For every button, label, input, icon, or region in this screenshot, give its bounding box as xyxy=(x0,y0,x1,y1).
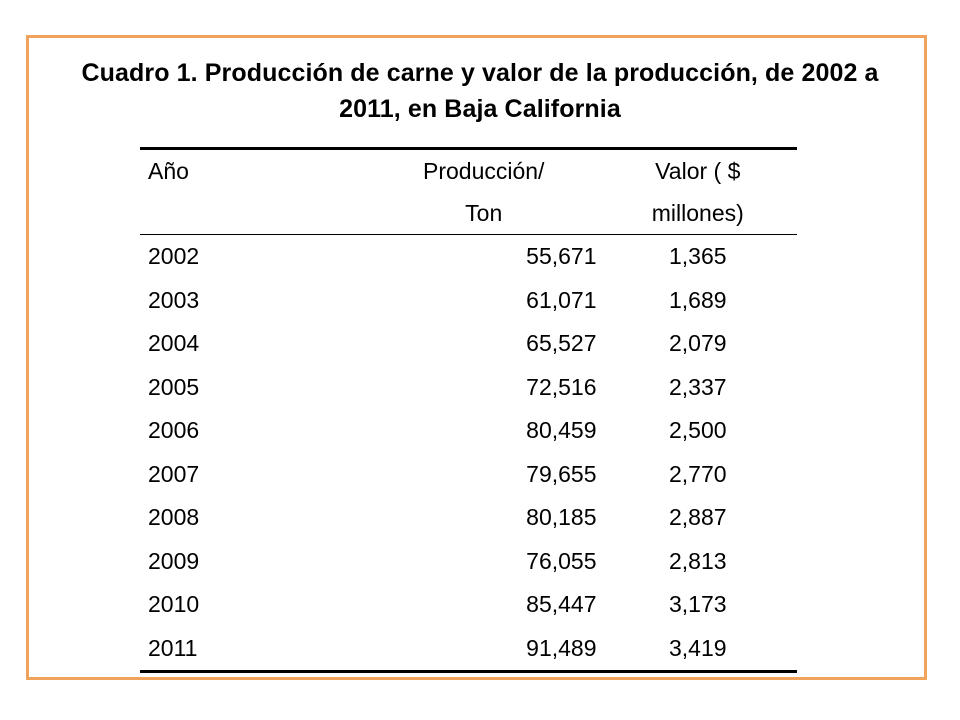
cell-production: 79,655 xyxy=(526,460,597,487)
cell-value: 1,689 xyxy=(668,286,727,313)
cell-production: 65,527 xyxy=(526,330,597,356)
table-row: 2009 76,055 2,813 xyxy=(140,540,797,584)
cell-year: 2011 xyxy=(140,626,249,673)
cell-value: 1,365 xyxy=(668,243,727,269)
cell-production: 80,459 xyxy=(526,417,597,443)
table-row: 2006 80,459 2,500 xyxy=(140,409,797,453)
table-row: 2003 61,071 1,689 xyxy=(140,279,797,323)
table-row: 2007 79,655 2,770 xyxy=(140,453,797,497)
cell-production: 55,671 xyxy=(526,243,597,269)
table-row: 2010 85,447 3,173 xyxy=(140,583,797,627)
cell-year: 2010 xyxy=(148,591,200,617)
cell-year: 2008 xyxy=(148,504,200,530)
cell-production: 85,447 xyxy=(526,591,597,617)
cell-value: 2,337 xyxy=(668,373,727,400)
header-production-line1: Producción/ xyxy=(422,158,545,184)
cell-production: 91,489 xyxy=(248,626,599,673)
slide-frame xyxy=(26,35,927,680)
table-title: Cuadro 1. Producción de carne y valor de… xyxy=(81,59,879,123)
table-row: 2011 91,489 3,419 xyxy=(140,626,797,673)
production-table: Año Producción/ Ton Valor ( $ millones) … xyxy=(140,147,797,673)
header-value-line2: millones) xyxy=(651,200,744,226)
cell-year: 2004 xyxy=(148,330,200,356)
cell-year: 2009 xyxy=(148,547,200,574)
header-value-line1: Valor ( $ xyxy=(655,158,741,184)
cell-production: 72,516 xyxy=(526,373,597,400)
table-row: 2008 80,185 2,887 xyxy=(140,496,797,540)
table-row: 2005 72,516 2,337 xyxy=(140,366,797,410)
header-value: Valor ( $ millones) xyxy=(598,147,797,235)
cell-year: 2007 xyxy=(148,460,200,487)
cell-value: 3,173 xyxy=(668,591,727,617)
cell-year: 2002 xyxy=(148,243,200,269)
cell-production: 61,071 xyxy=(526,286,597,313)
header-production: Producción/ Ton xyxy=(248,147,599,235)
table-row: 2004 65,527 2,079 xyxy=(140,322,797,366)
header-year: Año xyxy=(140,147,249,235)
cell-value: 2,079 xyxy=(668,330,727,356)
header-year-label: Año xyxy=(148,158,189,184)
cell-year: 2003 xyxy=(148,286,200,313)
cell-value: 2,813 xyxy=(668,547,727,574)
cell-year: 2005 xyxy=(148,373,200,400)
cell-value: 2,770 xyxy=(668,460,727,487)
table-row: 2002 55,671 1,365 xyxy=(140,235,797,279)
cell-value: 2,887 xyxy=(668,504,727,530)
cell-year: 2006 xyxy=(148,417,200,443)
cell-production: 80,185 xyxy=(526,504,597,530)
header-production-line2: Ton xyxy=(465,200,503,226)
cell-production: 76,055 xyxy=(526,547,597,574)
table-header-row: Año Producción/ Ton Valor ( $ millones) xyxy=(140,147,797,235)
cell-value: 3,419 xyxy=(598,626,797,673)
cell-value: 2,500 xyxy=(668,417,727,443)
table-body: 2002 55,671 1,365 2003 61,071 1,689 2004 65,527… xyxy=(140,235,797,673)
